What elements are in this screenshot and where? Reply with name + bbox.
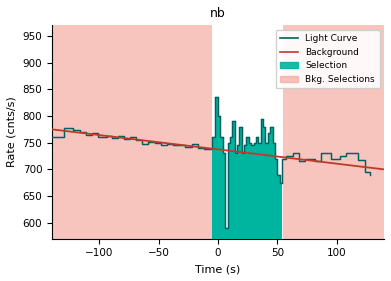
X-axis label: Time (s): Time (s) xyxy=(196,264,240,274)
Y-axis label: Rate (cnts/s): Rate (cnts/s) xyxy=(7,97,17,167)
Bar xyxy=(52,25,212,239)
Legend: Light Curve, Background, Selection, Bkg. Selections: Light Curve, Background, Selection, Bkg.… xyxy=(276,30,380,88)
Bar xyxy=(283,25,384,239)
Title: nb: nb xyxy=(210,7,226,20)
